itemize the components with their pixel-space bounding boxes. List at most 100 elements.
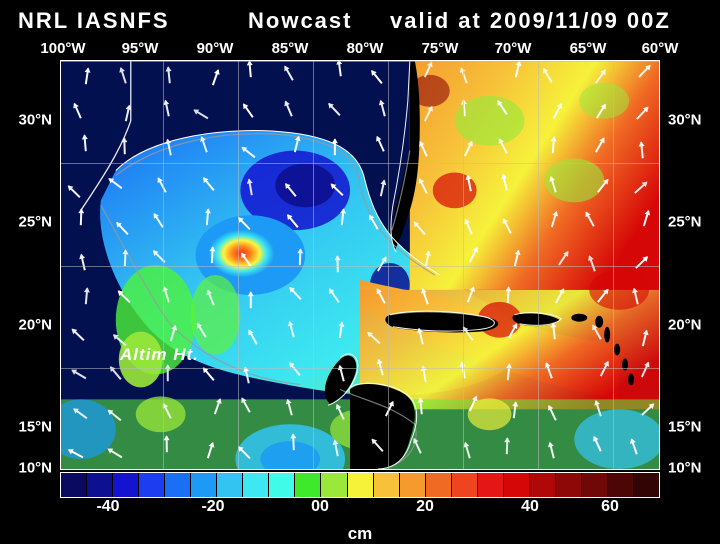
wind-vector-arrow	[294, 137, 300, 153]
wind-vector-arrow	[237, 216, 250, 229]
wind-vector-arrow	[424, 63, 433, 79]
latitude-axis-labels-left: 30°N 25°N 20°N 15°N 10°N	[0, 60, 58, 470]
wind-vector-arrow	[595, 138, 605, 153]
wind-vector-arrow	[206, 209, 210, 225]
wind-vector-arrow	[201, 137, 208, 153]
wind-vector-arrow	[285, 101, 293, 117]
wind-vector-arrow	[124, 250, 127, 266]
wind-vector-arrow	[203, 177, 215, 191]
wind-vector-arrow	[549, 442, 555, 458]
wind-vector-arrow	[641, 362, 650, 378]
wind-vector-arrow	[334, 139, 337, 155]
wind-vector-arrow	[73, 103, 82, 119]
colorbar-segment-13	[400, 473, 426, 497]
wind-vector-arrow	[419, 398, 423, 414]
mode-title: Nowcast	[248, 8, 352, 34]
wind-vector-arrow	[385, 401, 394, 416]
wind-vector-arrow	[467, 287, 475, 303]
wind-vector-arrow	[634, 288, 640, 304]
wind-vector-arrow	[596, 104, 606, 119]
wind-vector-arrow	[120, 67, 127, 83]
wind-vector-arrow	[243, 103, 254, 117]
wind-vector-arrow	[424, 251, 429, 267]
wind-vector-arrow	[165, 436, 168, 452]
colorbar-segment-21	[608, 473, 634, 497]
wind-vector-arrow	[289, 321, 296, 337]
wind-vector-arrow	[631, 439, 639, 455]
colorbar-segment-5	[191, 473, 217, 497]
wind-vector-arrow	[242, 147, 256, 159]
wind-vector-arrow	[376, 288, 386, 303]
wind-vector-arrow	[642, 404, 655, 417]
wind-vector-arrow	[194, 109, 209, 119]
wind-vector-arrow	[245, 368, 251, 384]
wind-vector-arrow	[334, 440, 339, 456]
wind-vector-arrow	[593, 436, 602, 452]
wind-vector-arrow	[207, 290, 215, 306]
nowcast-map-screen: NRL IASNFS Nowcast valid at 2009/11/09 0…	[0, 0, 720, 540]
wind-vector-arrow	[548, 405, 557, 420]
wind-vector-arrow	[124, 138, 127, 154]
wind-vector-arrow	[299, 249, 302, 265]
wind-vector-arrow	[414, 222, 426, 236]
sea-height-colorbar[interactable]	[60, 472, 660, 498]
wind-vector-arrow	[555, 289, 565, 304]
wind-vector-arrow	[109, 177, 123, 189]
altim-ht-label: Altim Ht.	[120, 345, 199, 365]
wind-vector-arrow	[108, 448, 123, 458]
wind-vector-arrow	[170, 326, 177, 342]
wind-vector-arrow	[421, 289, 428, 305]
wind-vector-arrow	[418, 328, 424, 344]
wind-vector-arrow	[502, 218, 511, 233]
source-title: NRL IASNFS	[18, 8, 170, 34]
wind-vector-arrow	[550, 176, 557, 192]
wind-vector-arrow	[546, 363, 554, 379]
colorbar-segment-14	[426, 473, 452, 497]
wind-vector-arrow	[498, 101, 509, 116]
sea-surface-height-map[interactable]	[60, 60, 660, 470]
wind-vector-arrow	[424, 107, 433, 122]
wind-vector-arrow	[83, 135, 87, 151]
colorbar-segment-2	[113, 473, 139, 497]
wind-vector-arrow	[369, 215, 379, 230]
wind-vector-arrow	[211, 247, 214, 263]
longitude-axis-labels: 100°W 95°W 90°W 85°W 80°W 75°W 70°W 65°W…	[60, 40, 710, 56]
colorbar-segment-10	[321, 473, 347, 497]
wind-vector-arrow	[592, 325, 602, 340]
wind-vector-arrow	[464, 141, 473, 156]
wind-vector-arrow	[117, 291, 130, 304]
wind-vector-arrow	[597, 289, 609, 303]
wind-vector-arrow	[467, 175, 472, 191]
wind-vector-arrow	[289, 287, 302, 300]
wind-vector-arrow	[513, 250, 519, 266]
colorbar-segment-9	[295, 473, 321, 497]
colorbar-segment-0	[61, 473, 87, 497]
wind-vector-arrow	[636, 107, 649, 120]
wind-vector-arrow	[418, 179, 427, 194]
wind-vector-arrow	[329, 288, 340, 303]
colorbar-segment-11	[348, 473, 374, 497]
wind-vector-arrow	[287, 214, 299, 228]
wind-vector-arrow	[499, 138, 509, 153]
wind-vector-arrow	[642, 331, 648, 347]
wind-vector-arrow	[413, 438, 422, 454]
wind-vector-arrow	[377, 256, 387, 271]
wind-vector-arrow	[643, 210, 650, 226]
colorbar-segment-1	[87, 473, 113, 497]
wind-vector-arrow	[553, 104, 563, 119]
wind-vector-arrow	[595, 70, 606, 84]
wind-vector-arrow	[339, 322, 344, 338]
wind-vector-arrow	[68, 449, 83, 459]
wind-vector-arrow	[241, 397, 251, 412]
wind-vector-arrow	[125, 105, 131, 121]
colorbar-segment-6	[217, 473, 243, 497]
wind-vector-arrow	[341, 210, 345, 226]
wind-vector-arrow	[166, 139, 172, 155]
wind-vector-arrow	[248, 61, 252, 77]
wind-vector-arrow	[634, 181, 647, 194]
wind-vector-arrow	[287, 400, 293, 416]
wind-vector-arrow	[376, 137, 385, 153]
wind-vector-arrow	[284, 66, 294, 81]
wind-vector-arrow	[212, 70, 220, 86]
wind-vector-arrow	[241, 253, 252, 267]
